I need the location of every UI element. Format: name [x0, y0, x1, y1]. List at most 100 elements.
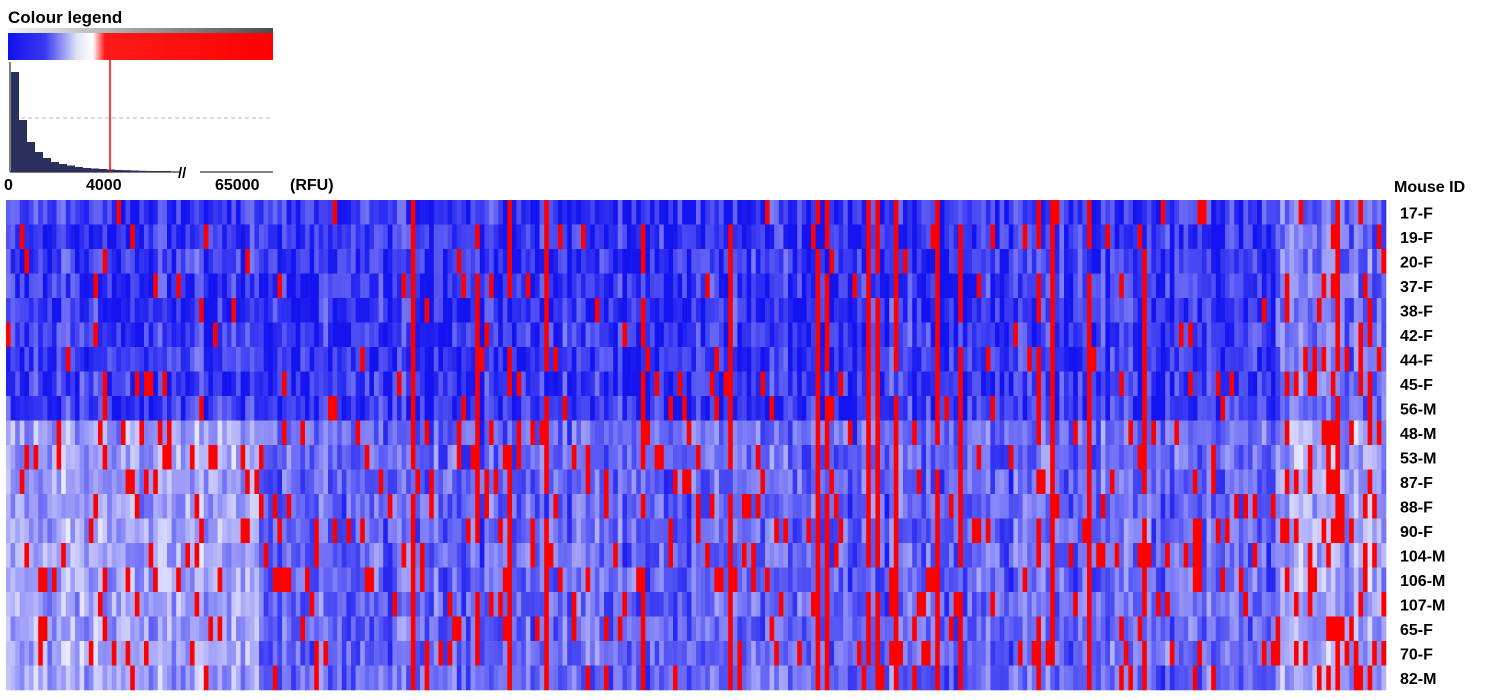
heatmap-cell [1252, 494, 1258, 519]
heatmap-cell [654, 224, 660, 250]
heatmap-cell [498, 567, 504, 593]
heatmap-cell [6, 322, 11, 348]
heatmap-cell [1169, 494, 1175, 519]
heatmap-cell [1156, 273, 1161, 299]
heatmap-cell [1243, 224, 1249, 250]
heatmap-cell [783, 445, 789, 470]
heatmap-cell [581, 518, 586, 544]
heatmap-cell [682, 543, 688, 568]
heatmap-cell [1376, 273, 1382, 299]
heatmap-cell [686, 469, 692, 495]
heatmap-cell [539, 322, 545, 348]
heatmap-cell [990, 543, 996, 568]
heatmap-cell [116, 273, 122, 299]
heatmap-cell [1353, 322, 1359, 348]
heatmap-cell [88, 371, 94, 397]
heatmap-cell [539, 347, 545, 372]
heatmap-cell [751, 273, 757, 299]
heatmap-cell [1160, 420, 1166, 446]
heatmap-cell [121, 273, 126, 299]
heatmap-cell [167, 396, 172, 421]
heatmap-cell [700, 347, 706, 372]
heatmap-cell [972, 396, 977, 421]
heatmap-cell [24, 494, 30, 519]
heatmap-cell [475, 420, 481, 446]
heatmap-cell [157, 543, 163, 568]
heatmap-cell [176, 445, 182, 470]
heatmap-cell [130, 518, 136, 544]
heatmap-cell [889, 396, 895, 421]
heatmap-cell [447, 543, 453, 568]
heatmap-cell [1142, 494, 1148, 519]
heatmap-cell [406, 543, 412, 568]
heatmap-cell [1077, 371, 1083, 397]
heatmap-cell [300, 200, 306, 225]
heatmap-cell [1022, 469, 1028, 495]
heatmap-cell [553, 518, 559, 544]
heatmap-cell [714, 249, 720, 274]
heatmap-cell [1192, 322, 1198, 348]
heatmap-cell [1211, 322, 1217, 348]
heatmap-cell [696, 494, 701, 519]
heatmap-cell [314, 469, 320, 495]
heatmap-cell [489, 494, 494, 519]
heatmap-cell [567, 298, 573, 323]
heatmap-cell [627, 543, 632, 568]
heatmap-cell [424, 494, 430, 519]
heatmap-cell [1087, 298, 1092, 323]
heatmap-cell [903, 543, 908, 568]
heatmap-cell [33, 469, 39, 495]
heatmap-cell [1087, 469, 1092, 495]
heatmap-cell [792, 249, 798, 274]
heatmap-cell [401, 322, 407, 348]
heatmap-cell [861, 469, 867, 495]
heatmap-cell [42, 592, 48, 617]
heatmap-cell [525, 494, 531, 519]
heatmap-cell [199, 494, 205, 519]
heatmap-cell [498, 469, 504, 495]
heatmap-cell [765, 469, 770, 495]
heatmap-cell [484, 518, 490, 544]
heatmap-cell [815, 371, 821, 397]
heatmap-cell [1133, 347, 1138, 372]
heatmap-cell [1238, 543, 1244, 568]
heatmap-cell [318, 567, 324, 593]
heatmap-cell [420, 469, 425, 495]
heatmap-cell [1119, 200, 1125, 225]
heatmap-cell [990, 494, 996, 519]
heatmap-cell [599, 371, 605, 397]
heatmap-cell [719, 567, 724, 593]
heatmap-cell [1151, 322, 1157, 348]
heatmap-cell [116, 322, 122, 348]
heatmap-cell [608, 224, 614, 250]
heatmap-cell [604, 518, 609, 544]
heatmap-cell [134, 420, 140, 446]
heatmap-cell [889, 298, 895, 323]
heatmap-cell [1284, 567, 1290, 593]
heatmap-cell [479, 469, 485, 495]
heatmap-cell [751, 224, 757, 250]
heatmap-cell [479, 445, 485, 470]
heatmap-cell [217, 567, 223, 593]
heatmap-cell [1344, 445, 1350, 470]
heatmap-cell [410, 420, 416, 446]
heatmap-cell [1128, 249, 1134, 274]
heatmap-cell [1188, 224, 1194, 250]
heatmap-cell [107, 273, 113, 299]
heatmap-cell [539, 371, 545, 397]
heatmap-cell [893, 445, 899, 470]
heatmap-cell [328, 200, 333, 225]
heatmap-cell [714, 445, 720, 470]
heatmap-cell [935, 249, 941, 274]
heatmap-cell [760, 518, 766, 544]
heatmap-cell [1202, 469, 1207, 495]
heatmap-cell [157, 445, 163, 470]
heatmap-cell [677, 347, 683, 372]
heatmap-cell [249, 445, 255, 470]
heatmap-cell [834, 322, 839, 348]
heatmap-cell [1280, 420, 1286, 446]
heatmap-cell [139, 518, 145, 544]
heatmap-cell [926, 322, 931, 348]
heatmap-cell [696, 249, 701, 274]
heatmap-cell [1110, 469, 1115, 495]
